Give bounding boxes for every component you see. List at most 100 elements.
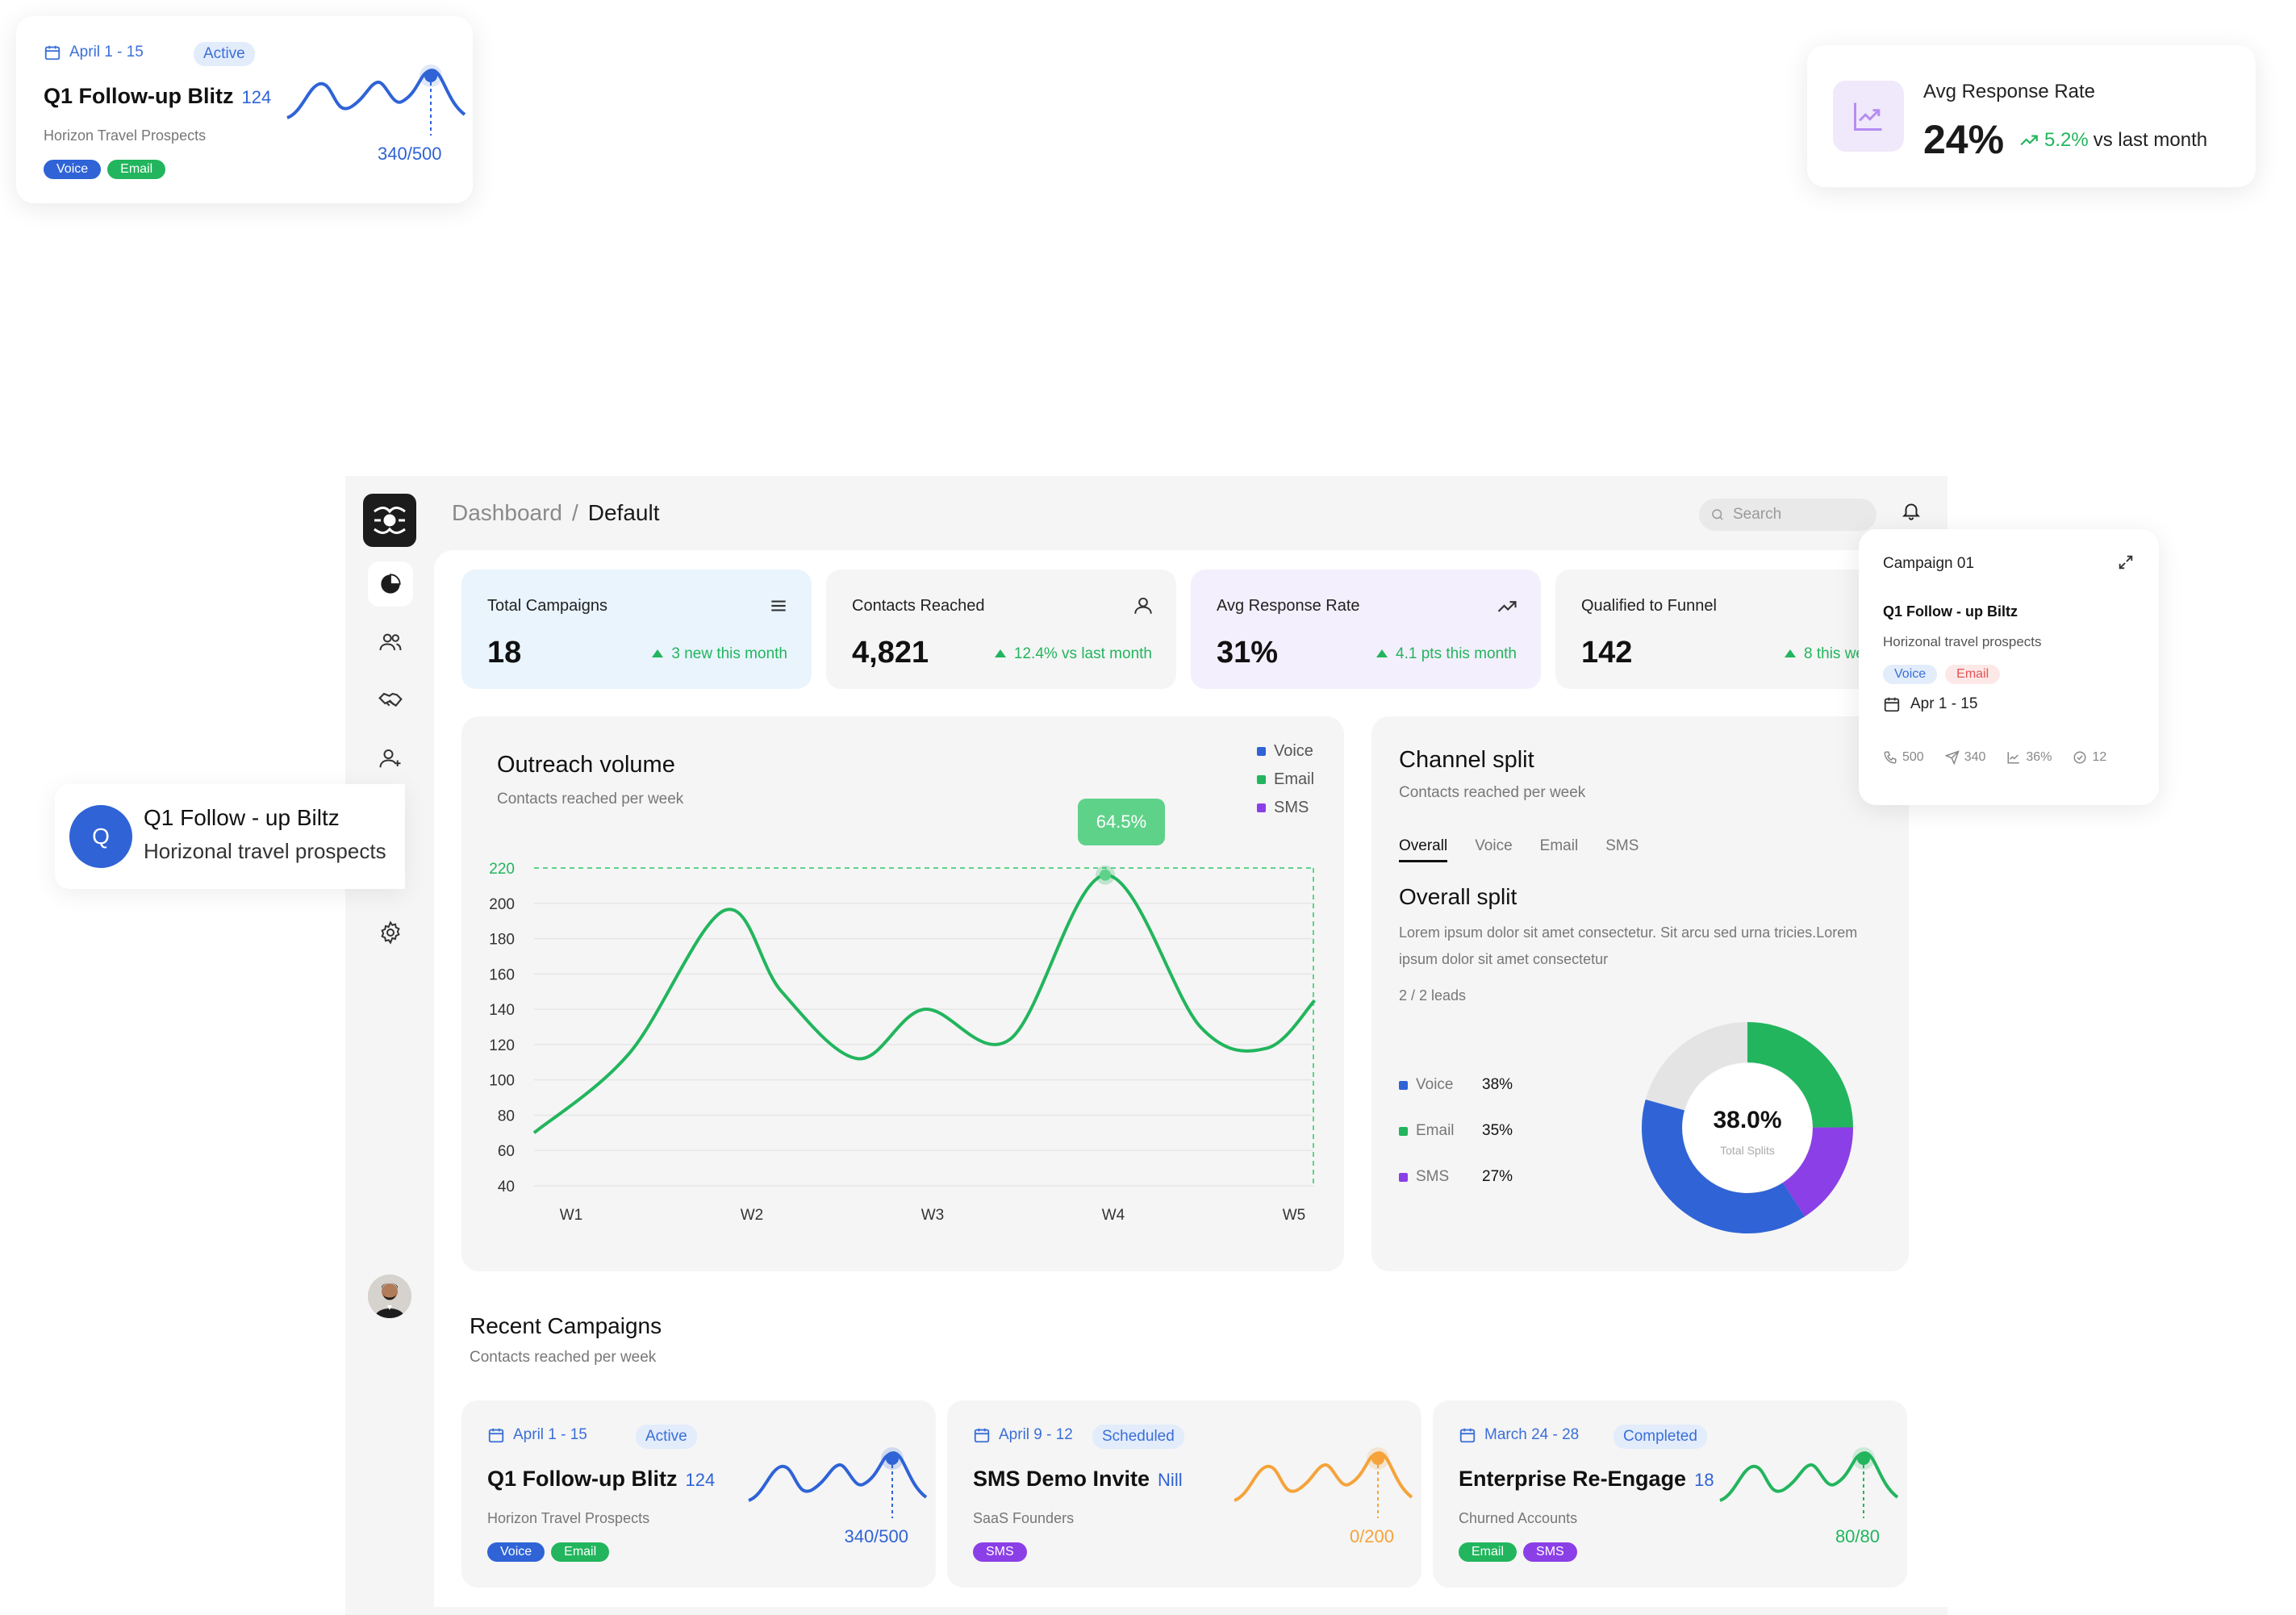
trend-chart-icon bbox=[2007, 752, 2020, 764]
search-input[interactable]: Search bbox=[1699, 499, 1876, 531]
sparkline bbox=[748, 1447, 928, 1518]
stat-delta: 4.1 pts this month bbox=[1376, 645, 1517, 663]
outreach-volume-panel: Outreach volume Contacts reached per wee… bbox=[461, 716, 1344, 1271]
status-badge: Scheduled bbox=[1092, 1425, 1184, 1449]
breadcrumb: Dashboard / Default bbox=[452, 500, 659, 526]
y-tick-label: 140 bbox=[489, 1002, 515, 1019]
chip-subtitle: Horizonal travel prospects bbox=[144, 839, 386, 863]
legend-voice[interactable]: Voice bbox=[1257, 742, 1313, 761]
stat-card-qualified[interactable]: Qualified to Funnel 142 8 this week bbox=[1555, 570, 1906, 689]
pie-chart-icon bbox=[381, 574, 401, 594]
expand-icon[interactable] bbox=[2117, 553, 2135, 571]
recent-campaign-card[interactable]: April 1 - 15 Active Q1 Follow-up Blitz 12… bbox=[461, 1400, 936, 1588]
x-tick-label: W1 bbox=[560, 1207, 583, 1224]
channel-tabs: Overall Voice Email SMS bbox=[1399, 837, 1639, 862]
donut-segment-voice bbox=[1642, 1022, 1853, 1233]
campaign-name: Q1 Follow-up Blitz 124 bbox=[44, 84, 271, 109]
x-tick-label: W5 bbox=[1283, 1207, 1306, 1224]
stat-card-contacts-reached[interactable]: Contacts Reached 4,821 12.4% vs last mon… bbox=[826, 570, 1176, 689]
nav-settings[interactable] bbox=[368, 910, 413, 955]
sparkline bbox=[1719, 1447, 1899, 1518]
person-avatar-icon bbox=[368, 1275, 411, 1318]
notifications-button[interactable] bbox=[1901, 500, 1922, 525]
calendar-icon bbox=[1459, 1428, 1476, 1443]
logo-icon bbox=[374, 507, 406, 534]
floating-campaign-card[interactable]: April 1 - 15 Active Q1 Follow-up Blitz 12… bbox=[16, 16, 473, 203]
app-logo[interactable] bbox=[363, 494, 416, 547]
stat-value: 31% bbox=[1217, 636, 1279, 670]
split-pct: 27% bbox=[1482, 1168, 1513, 1185]
outreach-line-chart[interactable]: 40 60 80 100 120 140 160 180 200 220 W1 W2 W3 W4 W5 bbox=[461, 716, 1344, 1271]
channel-donut-chart[interactable] bbox=[1634, 1015, 1860, 1241]
user-avatar[interactable] bbox=[368, 1275, 411, 1318]
trend-up-icon bbox=[1497, 601, 1517, 612]
campaign-name-text: SMS Demo Invite bbox=[973, 1467, 1150, 1491]
floating-campaign-chip[interactable]: Q Q1 Follow - up Biltz Horizonal travel … bbox=[55, 784, 405, 889]
split-row-sms: SMS 27% bbox=[1399, 1168, 1513, 1186]
legend-sms[interactable]: SMS bbox=[1257, 799, 1309, 817]
recent-campaigns-title: Recent Campaigns bbox=[470, 1313, 662, 1338]
calendar-icon bbox=[1884, 697, 1900, 712]
split-name: SMS bbox=[1416, 1168, 1450, 1185]
detail-subtitle: Horizonal travel prospects bbox=[1883, 634, 2042, 649]
recent-campaign-card[interactable]: April 9 - 12 Scheduled SMS Demo Invite Ni… bbox=[947, 1400, 1421, 1588]
legend-label: SMS bbox=[1274, 799, 1309, 816]
tag-voice: Voice bbox=[1883, 665, 1938, 684]
recent-campaign-card[interactable]: March 24 - 28 Completed Enterprise Re-En… bbox=[1433, 1400, 1907, 1588]
legend-email[interactable]: Email bbox=[1257, 770, 1314, 789]
channel-subtitle: Contacts reached per week bbox=[1399, 784, 1586, 801]
detail-title: Campaign 01 bbox=[1883, 555, 1975, 572]
campaign-progress: 340/500 bbox=[844, 1526, 908, 1546]
split-description: Lorem ipsum dolor sit amet consectetur. … bbox=[1399, 924, 1858, 967]
handshake-icon bbox=[378, 692, 403, 707]
stat-delta-text: 4.1 pts this month bbox=[1396, 645, 1517, 662]
campaign-progress: 80/80 bbox=[1835, 1526, 1880, 1546]
nav-deals[interactable] bbox=[368, 678, 413, 723]
tab-sms[interactable]: SMS bbox=[1605, 837, 1639, 854]
check-circle-icon bbox=[2073, 751, 2086, 764]
y-tick-label: 220 bbox=[489, 861, 515, 878]
breadcrumb-default: Default bbox=[587, 500, 660, 525]
dashboard-window: Dashboard / Default Search Total Campaigns… bbox=[345, 476, 1947, 1615]
x-tick-label: W3 bbox=[921, 1207, 945, 1224]
tab-overall[interactable]: Overall bbox=[1399, 837, 1448, 862]
nav-dashboard[interactable] bbox=[368, 561, 413, 607]
recent-campaigns-subtitle: Contacts reached per week bbox=[470, 1349, 657, 1366]
x-tick-label: W2 bbox=[741, 1207, 764, 1224]
stat-card-avg-response-rate[interactable]: Avg Response Rate 31% 4.1 pts this month bbox=[1191, 570, 1541, 689]
leads-count: 2 / 2 leads bbox=[1399, 987, 1467, 1004]
campaign-tags: Email SMS bbox=[1459, 1542, 1584, 1562]
stat-rate-value: 36% bbox=[2026, 750, 2052, 764]
chart-icon-box bbox=[1833, 81, 1904, 152]
y-tick-label: 80 bbox=[498, 1108, 515, 1125]
menu-icon bbox=[771, 600, 786, 611]
breadcrumb-dashboard[interactable]: Dashboard bbox=[452, 500, 562, 525]
detail-name: Q1 Follow - up Biltz bbox=[1883, 603, 2018, 620]
stat-card-total-campaigns[interactable]: Total Campaigns 18 3 new this month bbox=[461, 570, 812, 689]
add-user-icon bbox=[379, 749, 401, 768]
campaign-date-text: April 9 - 12 bbox=[999, 1426, 1073, 1443]
tab-email[interactable]: Email bbox=[1539, 837, 1579, 854]
tab-voice[interactable]: Voice bbox=[1475, 837, 1513, 854]
stat-label: Qualified to Funnel bbox=[1581, 597, 1717, 615]
y-tick-label: 200 bbox=[489, 896, 515, 913]
rate-delta: 5.2% vs last month bbox=[2018, 129, 2207, 152]
highlight-point bbox=[1100, 869, 1111, 881]
campaign-progress: 340/500 bbox=[378, 144, 442, 164]
stat-sent: 340 bbox=[1944, 750, 1985, 765]
nav-contacts[interactable] bbox=[368, 620, 413, 665]
phone-icon bbox=[1884, 751, 1897, 764]
campaign-detail-popover[interactable]: Campaign 01 Q1 Follow - up Biltz Horizon… bbox=[1859, 529, 2159, 805]
bell-icon bbox=[1902, 503, 1921, 520]
sparkline bbox=[1234, 1447, 1413, 1518]
split-row-email: Email 35% bbox=[1399, 1122, 1513, 1140]
tag-voice: Voice bbox=[44, 160, 102, 179]
channel-split-panel: Channel split Contacts reached per week … bbox=[1371, 716, 1909, 1271]
detail-date-text: Apr 1 - 15 bbox=[1910, 695, 1978, 712]
tag: SMS bbox=[973, 1542, 1027, 1562]
donut-label: Total Splits bbox=[1720, 1144, 1775, 1157]
y-tick-label: 120 bbox=[489, 1037, 515, 1054]
stat-value: 142 bbox=[1581, 636, 1633, 670]
nav-add-user[interactable] bbox=[368, 736, 413, 781]
campaign-date: March 24 - 28 bbox=[1459, 1426, 1579, 1444]
